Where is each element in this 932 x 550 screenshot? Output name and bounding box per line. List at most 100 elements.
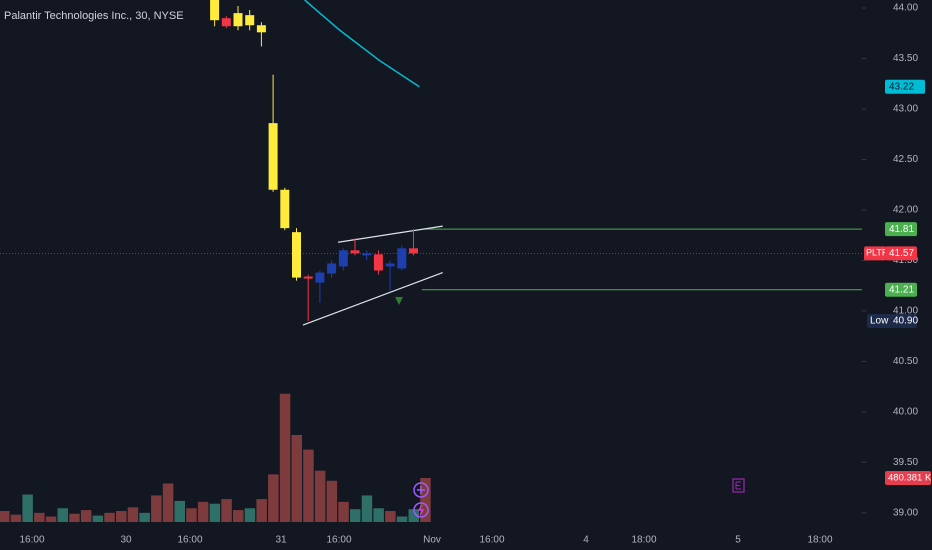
trendline (302, 271, 443, 326)
candle-body (303, 276, 313, 279)
symbol-label: PLTR (866, 248, 889, 258)
volume-bar (350, 509, 361, 522)
volume-bar (256, 499, 267, 522)
event-icon-plus (417, 486, 425, 494)
y-tick-label: 41.50 (893, 255, 918, 266)
x-tick-label: 18:00 (631, 535, 656, 546)
candle-body (210, 0, 220, 21)
candle-body (280, 189, 290, 229)
volume-bar (151, 495, 162, 522)
volume-bar (326, 480, 338, 522)
volume-bar (80, 510, 92, 522)
price-tag (885, 282, 917, 297)
y-tick-label: 39.00 (893, 507, 918, 518)
y-tick-label: 42.50 (893, 154, 918, 165)
candle-body (362, 253, 372, 256)
volume-bar (314, 470, 326, 522)
x-tick-label: 16:00 (19, 535, 44, 546)
y-tick-label: 43.50 (893, 53, 918, 64)
moving-average (304, 0, 420, 88)
x-tick-label: 31 (275, 535, 287, 546)
candle-body (233, 13, 243, 27)
candle-body (221, 18, 231, 27)
volume-bar (174, 500, 185, 522)
volume-tag-label: 480.381 K (888, 473, 932, 484)
candle-body (245, 15, 255, 26)
candle-body (385, 263, 395, 267)
volume-bar (373, 508, 384, 522)
candle-body (315, 272, 325, 283)
x-tick-label: 16:00 (177, 535, 202, 546)
volume-bar (186, 508, 197, 522)
x-tick-label: 30 (120, 535, 132, 546)
volume-bar (279, 393, 291, 522)
volume-bar (233, 510, 244, 522)
volume-bar (268, 474, 279, 522)
earnings-icon[interactable] (732, 478, 745, 493)
low-price-label: 40.90 (893, 316, 918, 327)
volume-bar (338, 501, 349, 522)
candle-body (327, 263, 337, 274)
symbol-tag (864, 246, 886, 261)
event-icon-bolt (417, 504, 425, 516)
volume-bar (139, 512, 150, 522)
y-tick-label: 40.50 (893, 356, 918, 367)
candle-body (268, 123, 278, 190)
price-tag-label: 41.21 (889, 284, 914, 295)
volume-bar (396, 516, 408, 522)
volume-bar (45, 516, 57, 522)
candle-body (409, 248, 418, 254)
candle-body (350, 250, 360, 254)
price-tag-label: 43.22 (889, 81, 914, 92)
plot-area (0, 0, 862, 522)
volume-bar (104, 512, 115, 522)
price-tag-label: 41.57 (889, 248, 914, 259)
price-tag (885, 246, 917, 261)
y-tick-label: 40.00 (893, 406, 918, 417)
candle-body (397, 248, 407, 269)
y-tick-label: 41.00 (893, 306, 918, 317)
volume-bar (197, 501, 209, 522)
candle-body (373, 254, 383, 271)
candle-body (292, 232, 301, 278)
volume-bar (92, 515, 104, 522)
volume-bar (291, 434, 302, 522)
event-icon[interactable] (413, 482, 429, 498)
volume-tag (885, 470, 931, 485)
earnings-icon-e (735, 481, 741, 490)
volume-bar (361, 495, 373, 522)
candle-body (256, 25, 266, 33)
volume-bar (0, 511, 10, 522)
volume-bar (57, 508, 68, 522)
volume-bar (162, 483, 174, 522)
price-tag (885, 222, 917, 237)
volume-bar (420, 477, 431, 522)
y-tick-label: 43.00 (893, 104, 918, 115)
volume-bar (221, 499, 232, 522)
volume-bar (10, 514, 22, 522)
event-icon[interactable] (413, 502, 429, 518)
low-tag (867, 313, 917, 328)
chart-title: Palantir Technologies Inc., 30, NYSE (4, 10, 184, 22)
volume-bar (209, 503, 221, 522)
volume-bar (303, 449, 314, 522)
signal-arrow (395, 297, 403, 305)
volume-bar (408, 509, 419, 522)
y-tick-label: 42.00 (893, 205, 918, 216)
price-tag (885, 79, 925, 94)
low-label: Low (870, 316, 889, 327)
x-tick-label: Nov (423, 535, 441, 546)
volume-bar (385, 511, 396, 522)
x-tick-label: 4 (583, 535, 589, 546)
volume-bar (69, 513, 80, 522)
volume-bar (116, 511, 127, 522)
x-tick-label: 16:00 (326, 535, 351, 546)
x-tick-label: 5 (735, 535, 741, 546)
volume-bar (34, 512, 45, 522)
x-tick-label: 18:00 (807, 535, 832, 546)
price-tag-label: 41.81 (889, 224, 914, 235)
candle-body (338, 250, 348, 267)
volume-bar (127, 507, 139, 522)
